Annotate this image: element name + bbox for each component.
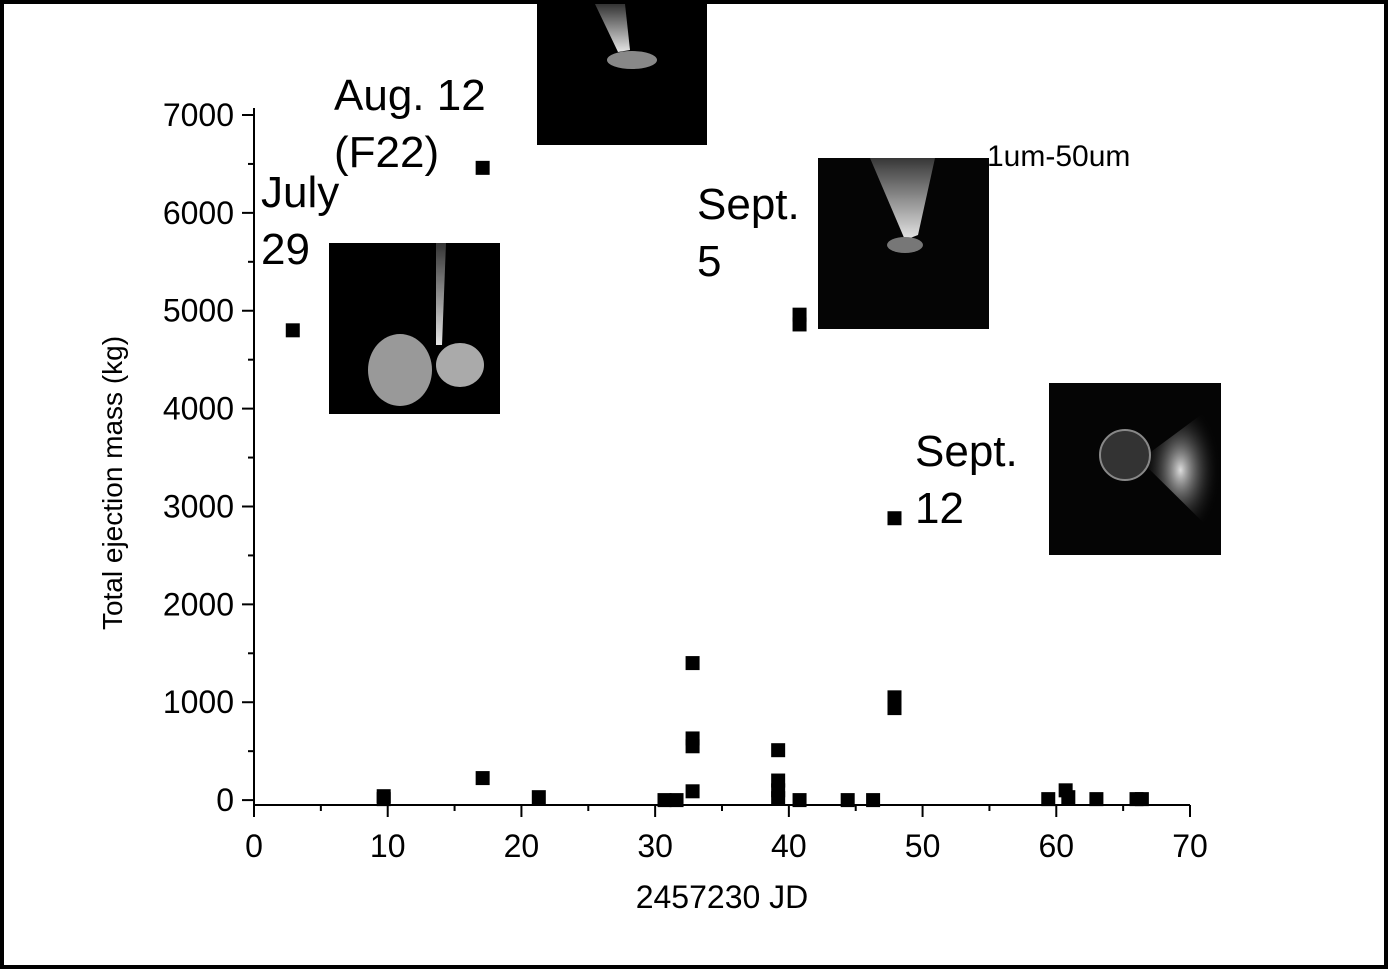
- point: [771, 791, 786, 806]
- y-tick-label: 4000: [163, 391, 234, 427]
- x-axis-label: 2457230 JD: [636, 879, 809, 915]
- annotation: 29: [261, 225, 310, 274]
- annotation: 5: [697, 237, 721, 286]
- point: [657, 793, 672, 808]
- point: [685, 784, 700, 799]
- x-tick-label: 20: [504, 828, 540, 864]
- point: [376, 792, 391, 807]
- y-tick-label: 1000: [163, 684, 234, 720]
- photo: [329, 243, 500, 414]
- point: [887, 690, 902, 705]
- x-tick-label: 60: [1038, 828, 1074, 864]
- point: [887, 511, 902, 526]
- x-tick-label: 40: [771, 828, 807, 864]
- point: [792, 793, 807, 808]
- annotation: Sept.: [915, 427, 1018, 476]
- point: [792, 317, 807, 332]
- photo: [537, 4, 707, 145]
- x-tick-label: 50: [905, 828, 941, 864]
- point: [531, 790, 546, 805]
- annotation: July: [261, 168, 339, 217]
- point: [840, 793, 855, 808]
- y-tick-label: 2000: [163, 586, 234, 622]
- y-tick-label: 6000: [163, 195, 234, 231]
- point: [475, 160, 490, 175]
- x-tick-label: 10: [370, 828, 406, 864]
- y-tick-label: 0: [216, 782, 234, 818]
- y-tick-label: 5000: [163, 293, 234, 329]
- point: [1041, 792, 1056, 807]
- y-tick-label: 3000: [163, 488, 234, 524]
- point: [669, 793, 684, 808]
- annotation: Sept.: [697, 180, 800, 229]
- y-axis-label: Total ejection mass (kg): [97, 336, 128, 630]
- point: [887, 701, 902, 716]
- x-tick-label: 0: [245, 828, 263, 864]
- point: [285, 323, 300, 338]
- y-tick-label: 7000: [163, 97, 234, 133]
- point: [771, 743, 786, 758]
- photo: [818, 158, 989, 329]
- point: [1089, 792, 1104, 807]
- photo: [1049, 383, 1221, 555]
- x-tick-label: 70: [1172, 828, 1208, 864]
- annotation: (F22): [334, 128, 439, 177]
- point: [1061, 790, 1076, 805]
- x-tick-label: 30: [637, 828, 673, 864]
- annotation: 12: [915, 484, 964, 533]
- annotation: Aug. 12: [334, 71, 486, 120]
- point: [685, 739, 700, 754]
- annotation: 1um-50um: [987, 140, 1130, 173]
- point: [866, 793, 881, 808]
- point: [475, 771, 490, 786]
- point: [1134, 792, 1149, 807]
- point: [685, 656, 700, 671]
